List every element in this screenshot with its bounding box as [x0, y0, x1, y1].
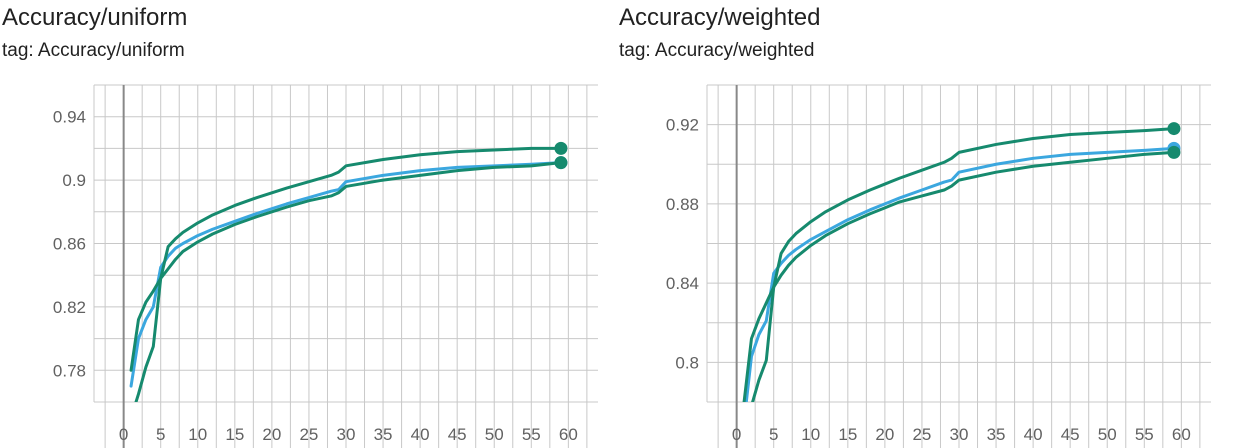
x-tick-label: 35 — [374, 425, 393, 444]
x-tick-label: 25 — [912, 425, 931, 444]
x-tick-label: 30 — [950, 425, 969, 444]
x-tick-label: 60 — [559, 425, 578, 444]
series-end-marker — [554, 156, 568, 170]
x-tick-label: 40 — [1024, 425, 1043, 444]
y-tick-label: 0.92 — [666, 116, 699, 135]
series-end-marker — [1167, 145, 1181, 159]
x-tick-label: 35 — [987, 425, 1006, 444]
y-tick-label: 0.9 — [62, 171, 86, 190]
series-end-marker — [554, 141, 568, 155]
x-tick-label: 5 — [769, 425, 778, 444]
x-tick-label: 5 — [156, 425, 165, 444]
x-tick-label: 25 — [299, 425, 318, 444]
x-tick-label: 55 — [522, 425, 541, 444]
x-tick-label: 60 — [1172, 425, 1191, 444]
series-end-marker — [1167, 122, 1181, 136]
x-tick-label: 45 — [448, 425, 467, 444]
y-tick-label: 0.8 — [675, 353, 699, 372]
chart-tag: tag: Accuracy/weighted — [619, 40, 815, 61]
x-tick-label: 50 — [485, 425, 504, 444]
x-tick-label: 0 — [119, 425, 128, 444]
y-tick-label: 0.88 — [666, 195, 699, 214]
chart-title: Accuracy/uniform — [2, 4, 188, 31]
x-tick-label: 20 — [875, 425, 894, 444]
y-tick-label: 0.78 — [53, 361, 86, 380]
x-tick-label: 45 — [1061, 425, 1080, 444]
x-tick-label: 40 — [411, 425, 430, 444]
y-tick-label: 0.84 — [666, 274, 699, 293]
series-line — [744, 146, 1176, 402]
x-tick-label: 15 — [225, 425, 244, 444]
y-tick-label: 0.94 — [53, 108, 86, 127]
chart-tag: tag: Accuracy/uniform — [2, 40, 185, 61]
chart-card-uniform: Accuracy/uniform tag: Accuracy/uniform 0… — [0, 0, 600, 448]
chart-title: Accuracy/weighted — [619, 4, 821, 31]
y-tick-label: 0.82 — [53, 298, 86, 317]
x-tick-label: 30 — [337, 425, 356, 444]
x-tick-label: 10 — [801, 425, 820, 444]
line-chart-uniform: 0.78 0.82 0.86 0.9 0.94 0 5 10 15 20 25 30 35 40 45 50 5… — [53, 84, 598, 448]
chart-card-weighted: Accuracy/weighted tag: Accuracy/weighted… — [617, 0, 1217, 448]
y-tick-label: 0.86 — [53, 235, 86, 254]
x-tick-label: 55 — [1135, 425, 1154, 444]
x-tick-label: 50 — [1098, 425, 1117, 444]
x-tick-label: 15 — [838, 425, 857, 444]
x-tick-label: 10 — [188, 425, 207, 444]
series-line — [134, 161, 563, 402]
x-tick-label: 0 — [732, 425, 741, 444]
line-chart-weighted: 0.8 0.84 0.88 0.92 0 5 10 15 20 25 30 35 40 45 50 55 60 — [666, 84, 1211, 448]
series-line — [129, 161, 563, 388]
x-tick-label: 20 — [262, 425, 281, 444]
series-line — [751, 150, 1176, 402]
